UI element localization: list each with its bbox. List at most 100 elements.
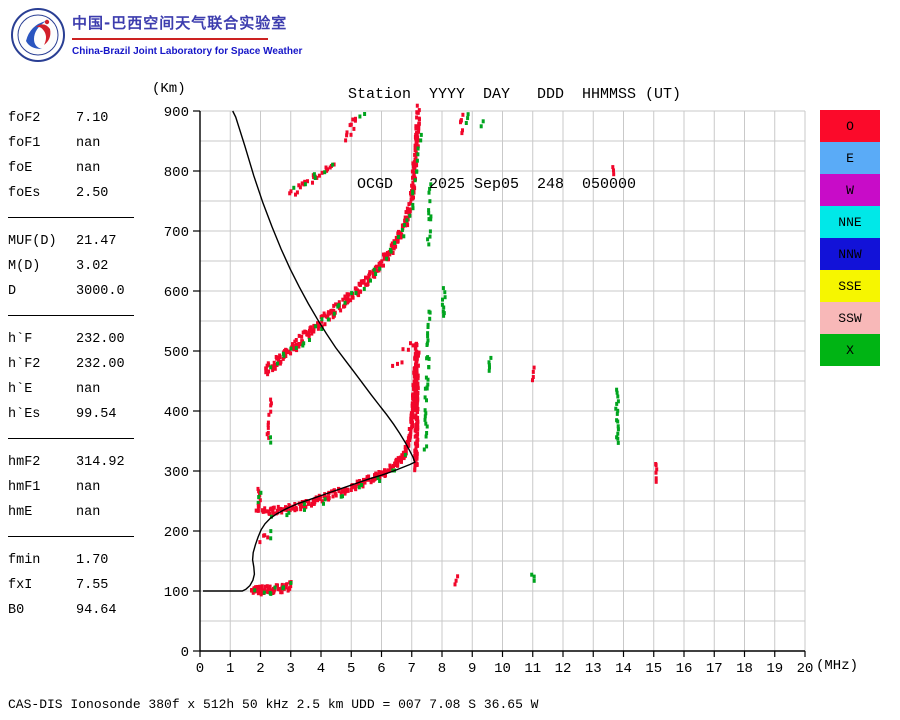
x-axis-tick-label: 20: [797, 661, 814, 677]
param-row: foF1 nan: [8, 131, 148, 156]
legend-item-NNE: NNE: [820, 206, 880, 238]
param-label: D: [8, 284, 17, 299]
param-value: 94.64: [76, 603, 117, 618]
param-label: M(D): [8, 259, 41, 274]
param-label: foEs: [8, 186, 41, 201]
f-cusp-x: [422, 309, 432, 452]
axis-ticks: [193, 110, 806, 657]
es2-hop-o: [258, 533, 270, 545]
param-label: B0: [8, 603, 25, 618]
parameter-group: MUF(D) 21.47 M(D) 3.02 D 3000.0: [8, 229, 148, 304]
legend-item-O: O: [820, 110, 880, 142]
param-value: 1.70: [76, 553, 109, 568]
echo-top-8-6-o: [459, 112, 465, 136]
param-label: hmF1: [8, 480, 41, 495]
x-axis-tick-label: 7: [408, 661, 416, 677]
x-axis-tick-label: 4: [317, 661, 325, 677]
param-value: nan: [76, 161, 101, 176]
x-axis-caption: (MHz): [816, 658, 859, 674]
x-axis-tick-label: 18: [736, 661, 753, 677]
y-axis-tick-label: 700: [164, 225, 189, 241]
param-row: fmin 1.70: [8, 548, 148, 573]
hop3-low-x: [292, 162, 335, 190]
parameter-group: h`F 232.00 h`F2 232.00 h`E nan h`Es 99.54: [8, 327, 148, 427]
param-label: h`F: [8, 332, 33, 347]
param-label: hmF2: [8, 455, 41, 470]
y-axis-caption: (Km): [152, 81, 186, 97]
param-row: h`F2 232.00: [8, 352, 148, 377]
x-axis-tick-label: 0: [196, 661, 204, 677]
x-axis-tick-label: 14: [615, 661, 632, 677]
parameter-group: fmin 1.70 fxI 7.55 B0 94.64: [8, 548, 148, 623]
station-header-labels: Station YYYY DAY DDD HHMMSS (UT): [348, 86, 682, 103]
x-axis-tick-label: 1: [226, 661, 234, 677]
legend-item-SSW: SSW: [820, 302, 880, 334]
param-row: h`E nan: [8, 377, 148, 402]
echo-13-8-x-dash: [614, 387, 620, 445]
echo-2-3-o-dash-a: [265, 420, 271, 440]
echo-2-3-o-dash-b: [267, 397, 273, 417]
param-label: h`Es: [8, 407, 41, 422]
es2-hop-x: [269, 529, 273, 541]
echo-15-1-o-dash: [654, 462, 659, 484]
legend-item-W: W: [820, 174, 880, 206]
param-row: hmF1 nan: [8, 475, 148, 500]
hop2-trace-x: [269, 132, 423, 370]
param-value: 3.02: [76, 259, 109, 274]
lab-logo-icon: [11, 8, 65, 62]
param-label: foE: [8, 161, 33, 176]
param-label: h`F2: [8, 357, 41, 372]
y-axis-tick-label: 200: [164, 525, 189, 541]
param-row: fxI 7.55: [8, 573, 148, 598]
param-group-separator: [8, 438, 134, 439]
f-trace-x-specks: [269, 452, 407, 519]
electron-density-profile-curve: [203, 110, 416, 592]
hop3-low-o: [288, 162, 336, 197]
station-header-values: OCGD 2025 Sep05 248 050000: [348, 176, 637, 193]
station-header: Station YYYY DAY DDD HHMMSS (UT) OCGD 20…: [348, 20, 681, 260]
lab-title-english: China-Brazil Joint Laboratory for Space …: [72, 46, 303, 57]
x-axis-tick-label: 15: [645, 661, 662, 677]
param-row: M(D) 3.02: [8, 254, 148, 279]
param-value: 99.54: [76, 407, 117, 422]
param-label: MUF(D): [8, 234, 57, 249]
f-cusp-o: [413, 352, 420, 473]
param-row: h`Es 99.54: [8, 402, 148, 427]
param-value: 232.00: [76, 357, 125, 372]
x-axis-tick-label: 13: [585, 661, 602, 677]
y-axis-tick-label: 500: [164, 345, 189, 361]
param-value: 232.00: [76, 332, 125, 347]
param-label: hmE: [8, 505, 33, 520]
param-value: 314.92: [76, 455, 125, 470]
param-value: nan: [76, 480, 101, 495]
param-row: D 3000.0: [8, 279, 148, 304]
echo-type-legend: O E W NNE NNW SSE SSW X: [820, 110, 880, 366]
legend-item-NNW: NNW: [820, 238, 880, 270]
param-label: h`E: [8, 382, 33, 397]
x-axis-tick-label: 10: [494, 661, 511, 677]
echo-8-5-o-dot: [453, 574, 460, 587]
y-axis-tick-label: 600: [164, 285, 189, 301]
param-row: MUF(D) 21.47: [8, 229, 148, 254]
legend-item-E: E: [820, 142, 880, 174]
param-label: fxI: [8, 578, 33, 593]
echo-11-0-o-dash: [531, 365, 536, 383]
y-axis-tick-label: 900: [164, 105, 189, 121]
hop3-high-o: [344, 116, 357, 143]
y-axis-tick-label: 400: [164, 405, 189, 421]
param-row: foEs 2.50: [8, 181, 148, 206]
echo-top-9-3-x: [479, 119, 485, 129]
param-group-separator: [8, 315, 134, 316]
echo-13-7-o-dot: [611, 165, 616, 177]
param-row: h`F 232.00: [8, 327, 148, 352]
echo-traces: [250, 103, 659, 597]
lab-title-chinese: 中国-巴西空间天气联合实验室: [72, 14, 288, 32]
param-value: 21.47: [76, 234, 117, 249]
param-value: nan: [76, 382, 101, 397]
param-value: 2.50: [76, 186, 109, 201]
legend-item-X: X: [820, 334, 880, 366]
parameter-group: foF2 7.10 foF1 nan foE nan foEs 2.50: [8, 106, 148, 206]
y-axis-tick-label: 800: [164, 165, 189, 181]
param-row: hmF2 314.92: [8, 450, 148, 475]
